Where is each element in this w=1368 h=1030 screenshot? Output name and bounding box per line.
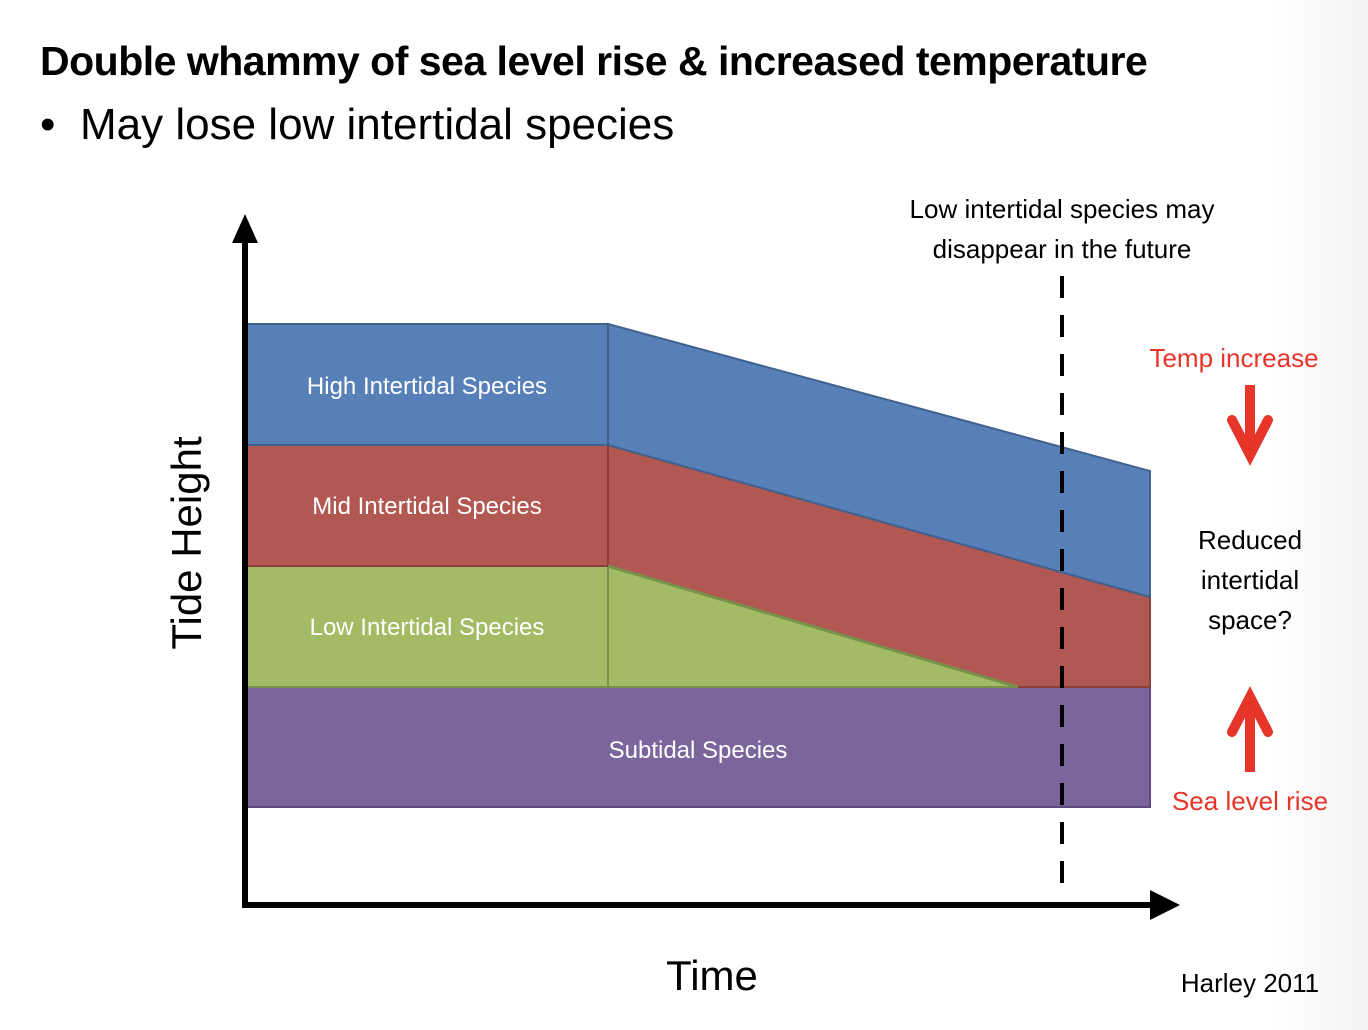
bullet-point: • May lose low intertidal species [40,100,674,150]
bullet-text: May lose low intertidal species [80,100,675,149]
reduced-note-line-3: space? [1208,605,1292,635]
y-axis-arrow [232,214,258,908]
y-axis-arrowhead-icon [232,214,258,243]
band-low-rect [244,565,609,688]
band-label-high: High Intertidal Species [307,373,547,400]
sea-level-rise-label: Sea level rise [1172,786,1328,816]
x-axis-arrow [242,890,1180,920]
reduced-note-line-1: Reduced [1198,525,1302,555]
band-high [244,322,1151,599]
reduced-note-line-2: intertidal [1201,565,1299,595]
slide-title: Double whammy of sea level rise & increa… [40,38,1148,84]
future-note-line-1: Low intertidal species may [910,194,1215,224]
band-high-rect [244,323,609,446]
temp-increase-label: Temp increase [1149,343,1318,373]
band-label-subtidal: Subtidal Species [609,737,788,764]
band-label-mid: Mid Intertidal Species [312,493,541,520]
sea-level-up-arrow-icon [1227,686,1273,772]
x-axis-arrowhead-icon [1150,890,1180,920]
future-note-line-2: disappear in the future [933,234,1192,264]
band-label-low: Low Intertidal Species [310,614,545,641]
bullet-dot: • [40,100,56,149]
band-high-slope [607,322,1151,599]
y-axis-label: Tide Height [163,436,210,650]
temp-down-arrow-icon [1227,385,1273,466]
low-band-edge [607,564,1019,689]
citation: Harley 2011 [1181,968,1319,998]
band-mid [244,443,1151,688]
band-subtidal [244,686,1151,808]
x-axis-label: Time [666,952,758,999]
